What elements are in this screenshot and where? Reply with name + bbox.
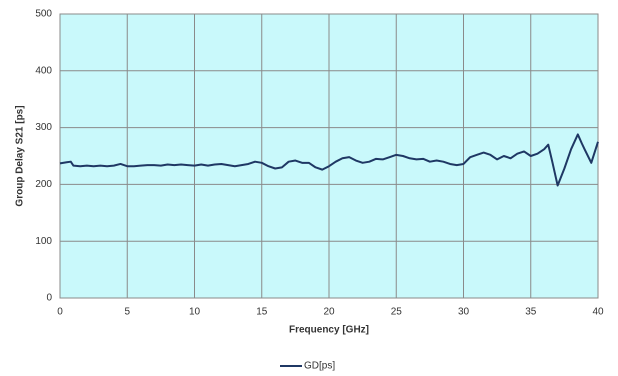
x-axis-title: Frequency [GHz] — [289, 325, 369, 336]
y-axis-title: Group Delay S21 [ps] — [15, 105, 26, 206]
legend-label: GD[ps] — [304, 361, 335, 372]
x-tick-label: 30 — [458, 307, 470, 318]
y-tick-label: 400 — [35, 65, 52, 76]
y-tick-label: 0 — [46, 293, 52, 304]
y-tick-label: 500 — [35, 9, 52, 20]
x-tick-label: 15 — [256, 307, 268, 318]
y-tick-label: 200 — [35, 179, 52, 190]
x-tick-label: 25 — [391, 307, 403, 318]
x-tick-label: 35 — [525, 307, 537, 318]
x-tick-label: 20 — [323, 307, 335, 318]
x-tick-label: 40 — [592, 307, 604, 318]
x-tick-label: 0 — [57, 307, 63, 318]
y-tick-label: 300 — [35, 122, 52, 133]
y-tick-label: 100 — [35, 236, 52, 247]
x-tick-label: 5 — [124, 307, 130, 318]
data-line — [59, 133, 599, 187]
x-tick-label: 10 — [189, 307, 201, 318]
